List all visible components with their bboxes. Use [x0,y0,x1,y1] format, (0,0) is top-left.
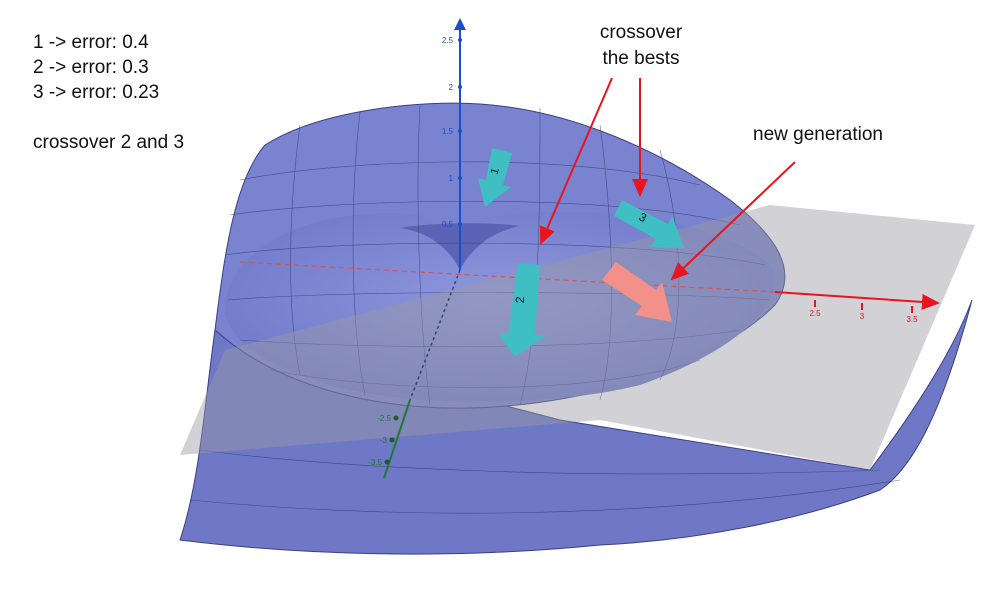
pointer [670,161,796,281]
y-tick [393,415,399,421]
annotation: crossover [600,22,683,43]
y-axis-front [383,399,411,479]
z-tick-label: 1 [449,174,454,183]
x-tick-label: 3 [860,312,865,321]
y-axis [409,269,461,401]
y-tick-label: -2.5 [377,414,391,423]
note: 2 -> error: 0.3 [33,57,149,78]
surface-skirt [179,299,973,555]
arrow-label: 1 [489,167,502,176]
plane [180,205,975,470]
note: 1 -> error: 0.4 [33,32,149,53]
x-tick-label: 3.5 [906,315,918,324]
annotation: new generation [753,124,883,145]
z-tick-label: 2.5 [442,36,454,45]
z-tick-label: 0.5 [442,220,454,229]
z-tick [458,129,462,133]
x-axis-front [774,291,940,310]
note: crossover 2 and 3 [33,132,184,153]
arrow-1 [478,148,512,207]
y-tick [389,437,395,443]
pointer [539,77,613,245]
z-tick [458,176,462,180]
z-tick [458,222,462,226]
z-tick-label: 1.5 [442,127,454,136]
note: 3 -> error: 0.23 [33,82,159,103]
y-tick-label: -3.5 [368,458,382,467]
arrow-2 [498,263,545,357]
arrow-new [602,262,672,322]
z-tick-label: 2 [449,83,454,92]
x-tick-label: 2.5 [809,309,821,318]
y-tick [384,459,390,465]
arrow-label: 2 [513,296,527,303]
z-arrow [454,18,466,30]
z-tick [458,85,462,89]
arrow-3 [614,200,684,248]
surface-bowl [224,212,775,402]
y-tick-label: -3 [380,436,388,445]
annotation: the bests [602,48,679,69]
z-tick [458,38,462,42]
